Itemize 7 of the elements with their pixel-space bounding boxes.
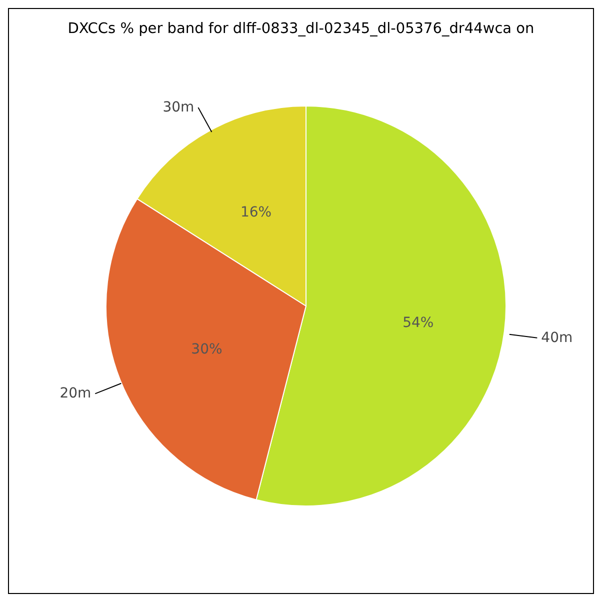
data-label: 30% [191, 341, 222, 358]
slice-label: 30m [162, 99, 194, 116]
data-label: 54% [402, 314, 434, 331]
data-label: 16% [240, 204, 272, 221]
slice-label: 20m [60, 386, 92, 402]
chart-title: DXCCs % per band for dlff-0833_dl-02345_dl-05376_dr44wca on [66, 21, 536, 37]
slice-label: 40m [541, 330, 573, 346]
